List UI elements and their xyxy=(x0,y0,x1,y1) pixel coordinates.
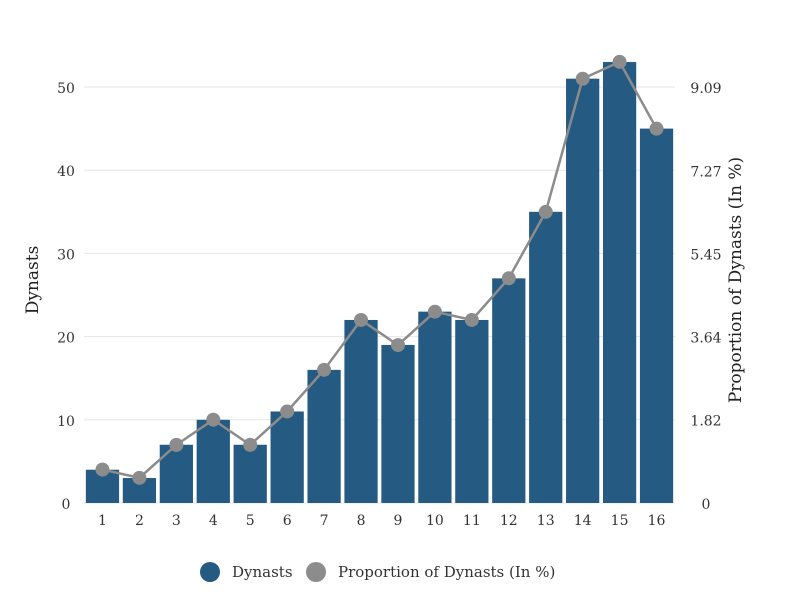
x-tick-label: 6 xyxy=(283,513,292,529)
line-series-proportion xyxy=(95,54,664,485)
x-tick-label: 4 xyxy=(209,513,218,529)
line-point[interactable] xyxy=(132,470,147,485)
legend-item-dynasts[interactable]: Dynasts xyxy=(200,562,293,582)
line-point[interactable] xyxy=(538,204,553,219)
x-tick-label: 16 xyxy=(648,513,666,529)
x-tick-label: 14 xyxy=(574,513,592,529)
left-tick-label: 50 xyxy=(57,81,75,97)
line-point[interactable] xyxy=(390,338,405,353)
bar[interactable] xyxy=(307,369,341,503)
line-point[interactable] xyxy=(575,71,590,86)
x-tick-label: 15 xyxy=(611,513,629,529)
x-tick-label: 8 xyxy=(357,513,366,529)
legend: Dynasts Proportion of Dynasts (In %) xyxy=(200,562,555,582)
line-point[interactable] xyxy=(501,271,516,286)
right-tick-label: 7.27 xyxy=(690,164,721,180)
line-point[interactable] xyxy=(317,362,332,377)
bar[interactable] xyxy=(233,444,267,503)
bar[interactable] xyxy=(639,128,674,503)
bar[interactable] xyxy=(381,344,415,503)
x-tick-label: 13 xyxy=(537,513,555,529)
bar[interactable] xyxy=(344,319,378,503)
left-tick-label: 30 xyxy=(57,247,75,263)
right-axis-title: Proportion of Dynasts (In %) xyxy=(726,157,746,403)
left-tick-label: 0 xyxy=(62,497,71,513)
bar[interactable] xyxy=(270,411,304,503)
left-tick-label: 20 xyxy=(57,331,75,347)
line-path xyxy=(102,60,658,480)
legend-label-dynasts: Dynasts xyxy=(232,563,293,581)
x-tick-label: 10 xyxy=(426,513,444,529)
bar[interactable] xyxy=(455,319,489,503)
bar[interactable] xyxy=(602,62,637,503)
line-point[interactable] xyxy=(169,437,184,452)
x-tick-label: 7 xyxy=(320,513,329,529)
x-tick-label: 3 xyxy=(172,513,181,529)
right-tick-label: 1.82 xyxy=(690,414,721,430)
bar[interactable] xyxy=(418,311,452,503)
line-point[interactable] xyxy=(206,412,221,427)
line-point[interactable] xyxy=(95,462,110,477)
left-tick-label: 10 xyxy=(57,414,75,430)
line-point[interactable] xyxy=(464,312,479,327)
right-tick-label: 5.45 xyxy=(690,248,721,264)
bar[interactable] xyxy=(566,78,600,504)
line-point[interactable] xyxy=(612,54,627,69)
line-point[interactable] xyxy=(243,437,258,452)
legend-item-proportion[interactable]: Proportion of Dynasts (In %) xyxy=(306,562,555,582)
line-point[interactable] xyxy=(649,121,664,136)
right-tick-label: 0 xyxy=(702,497,711,513)
x-tick-label: 9 xyxy=(394,513,403,529)
x-axis-ticks: 1 2 3 4 5 6 7 8 9 10 11 12 13 14 15 16 xyxy=(98,513,666,529)
right-tick-label: 3.64 xyxy=(690,330,721,346)
line-point[interactable] xyxy=(427,304,442,319)
legend-marker-proportion xyxy=(306,562,326,582)
legend-marker-dynasts xyxy=(200,562,220,582)
line-point[interactable] xyxy=(354,312,369,327)
x-tick-label: 2 xyxy=(135,513,144,529)
bar[interactable] xyxy=(492,278,526,503)
right-axis-ticks: 0 1.82 3.64 5.45 7.27 9.09 xyxy=(690,81,721,513)
bar[interactable] xyxy=(196,419,230,503)
legend-label-proportion: Proportion of Dynasts (In %) xyxy=(338,563,555,581)
line-point[interactable] xyxy=(280,404,295,419)
x-tick-label: 5 xyxy=(246,513,255,529)
left-axis-title: Dynasts xyxy=(23,246,43,315)
bar[interactable] xyxy=(529,211,563,504)
x-tick-label: 12 xyxy=(500,513,518,529)
x-tick-label: 1 xyxy=(98,513,107,529)
left-tick-label: 40 xyxy=(57,164,75,180)
bar[interactable] xyxy=(159,444,193,503)
right-tick-label: 9.09 xyxy=(690,81,721,97)
bar-series-dynasts xyxy=(85,62,674,504)
left-axis-ticks: 0 10 20 30 40 50 xyxy=(57,81,75,513)
x-tick-label: 11 xyxy=(463,513,481,529)
